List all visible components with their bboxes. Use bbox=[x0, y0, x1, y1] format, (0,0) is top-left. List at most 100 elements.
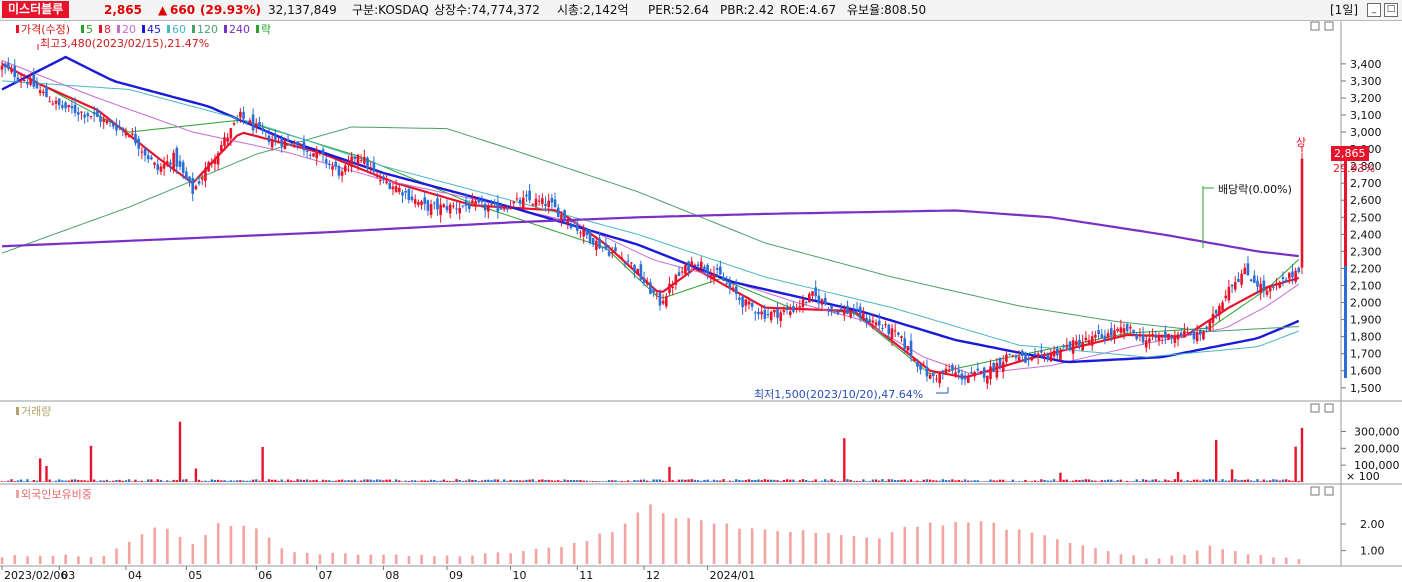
candle-body bbox=[477, 199, 481, 203]
candle-body bbox=[439, 204, 442, 215]
candle-body bbox=[957, 370, 961, 373]
volume-unit: × 100 bbox=[1346, 470, 1380, 483]
candle-body bbox=[868, 319, 872, 323]
candle-body bbox=[1294, 270, 1297, 282]
candle-body bbox=[22, 80, 26, 82]
period-selector[interactable]: [1일] bbox=[1330, 3, 1359, 17]
candle-body bbox=[493, 202, 496, 204]
candle-body bbox=[614, 247, 617, 252]
date-tick-label: 12 bbox=[646, 569, 660, 582]
maximize-button[interactable]: □ bbox=[1384, 3, 1398, 17]
foreign-bar bbox=[1246, 554, 1250, 564]
foreign-bar bbox=[1145, 558, 1148, 564]
volume-panel-buttons[interactable] bbox=[1310, 403, 1334, 413]
candle-body bbox=[719, 266, 722, 275]
volume-bar bbox=[884, 481, 887, 482]
volume-bar bbox=[251, 479, 255, 482]
foreign-bar bbox=[1259, 554, 1263, 564]
volume-bar bbox=[1278, 480, 1281, 482]
price-tick-label: 3,100 bbox=[1350, 109, 1382, 122]
candle-body bbox=[1183, 330, 1186, 337]
volume-bar bbox=[340, 479, 344, 482]
candle-body bbox=[754, 312, 757, 314]
volume-bar bbox=[1084, 479, 1088, 482]
candle-body bbox=[890, 328, 894, 340]
candle-body bbox=[684, 264, 687, 275]
candle-body bbox=[1055, 348, 1059, 356]
candle-body bbox=[858, 306, 862, 318]
volume-bar bbox=[649, 481, 652, 482]
volume-bar bbox=[827, 480, 830, 482]
volume-bar bbox=[668, 466, 671, 482]
volume-bar bbox=[709, 481, 713, 482]
candle-body bbox=[140, 151, 144, 153]
volume-bar bbox=[960, 480, 964, 482]
candle-body bbox=[1287, 272, 1291, 279]
volume-bar bbox=[652, 479, 655, 482]
candle-body bbox=[458, 207, 462, 214]
candle-body bbox=[245, 121, 249, 124]
volume-bar bbox=[248, 480, 252, 482]
volume-bar bbox=[204, 480, 207, 482]
candle-body bbox=[1081, 342, 1084, 351]
stock-chart[interactable]: 1,500 1,600 1,700 1,800 1,900 2,000 2,100 2,200… bbox=[0, 21, 1402, 582]
stock-name[interactable]: 미스터블루 bbox=[2, 1, 70, 18]
candle-body bbox=[426, 200, 430, 211]
candle-body bbox=[277, 142, 280, 144]
volume-bar bbox=[468, 479, 471, 482]
candle-body bbox=[38, 90, 42, 94]
candle-body bbox=[445, 206, 449, 211]
volume-bar bbox=[801, 479, 805, 482]
volume-bar bbox=[433, 479, 436, 482]
volume-bar bbox=[86, 480, 90, 482]
volume-bar bbox=[236, 480, 239, 482]
foreign-bar bbox=[992, 522, 996, 564]
volume-bar bbox=[541, 479, 544, 482]
candle-body bbox=[591, 237, 595, 245]
volume-bar bbox=[493, 479, 496, 482]
foreign-bar bbox=[178, 536, 182, 564]
candle-body bbox=[763, 309, 767, 319]
volume-bar bbox=[277, 480, 280, 482]
legend-item: 가격(수정) bbox=[21, 23, 70, 36]
volume-bar bbox=[38, 458, 42, 482]
volume-bar bbox=[1008, 481, 1011, 482]
candle-body bbox=[1141, 334, 1145, 343]
volume-bar bbox=[166, 480, 169, 482]
volume-bar bbox=[54, 480, 58, 482]
candle-body bbox=[649, 282, 652, 294]
candle-body bbox=[334, 161, 338, 167]
candle-body bbox=[544, 203, 547, 206]
candle-body bbox=[954, 372, 957, 376]
foreign-bar bbox=[1119, 554, 1123, 564]
candle-body bbox=[1116, 329, 1119, 332]
volume-bar bbox=[1132, 481, 1135, 482]
candle-body bbox=[80, 111, 83, 113]
candle-body bbox=[372, 162, 376, 172]
volume-bar bbox=[569, 479, 573, 482]
candle-body bbox=[159, 166, 163, 172]
price-panel-buttons[interactable] bbox=[1310, 21, 1334, 31]
volume-bar bbox=[878, 480, 881, 482]
foreign-bar bbox=[928, 522, 932, 564]
volume-bar bbox=[601, 481, 604, 482]
candle-body bbox=[226, 137, 229, 142]
candle-body bbox=[839, 308, 843, 310]
volume-bar bbox=[1078, 480, 1081, 482]
volume-bar bbox=[1148, 480, 1151, 482]
date-tick-label: 10 bbox=[513, 569, 527, 582]
foreign-bar bbox=[407, 556, 411, 564]
minimize-button[interactable]: _ bbox=[1367, 3, 1381, 17]
candle-body bbox=[862, 313, 865, 318]
candle-body bbox=[191, 177, 195, 194]
volume-bar bbox=[951, 479, 954, 482]
volume-bar bbox=[490, 480, 493, 482]
volume-bar bbox=[274, 479, 277, 482]
volume-bar bbox=[318, 481, 322, 482]
candle-body bbox=[407, 189, 411, 201]
foreign-tick-label: 1.00 bbox=[1360, 545, 1385, 558]
foreign-panel-buttons[interactable] bbox=[1310, 486, 1334, 496]
candle-body bbox=[722, 277, 725, 281]
candle-body bbox=[1122, 328, 1126, 334]
